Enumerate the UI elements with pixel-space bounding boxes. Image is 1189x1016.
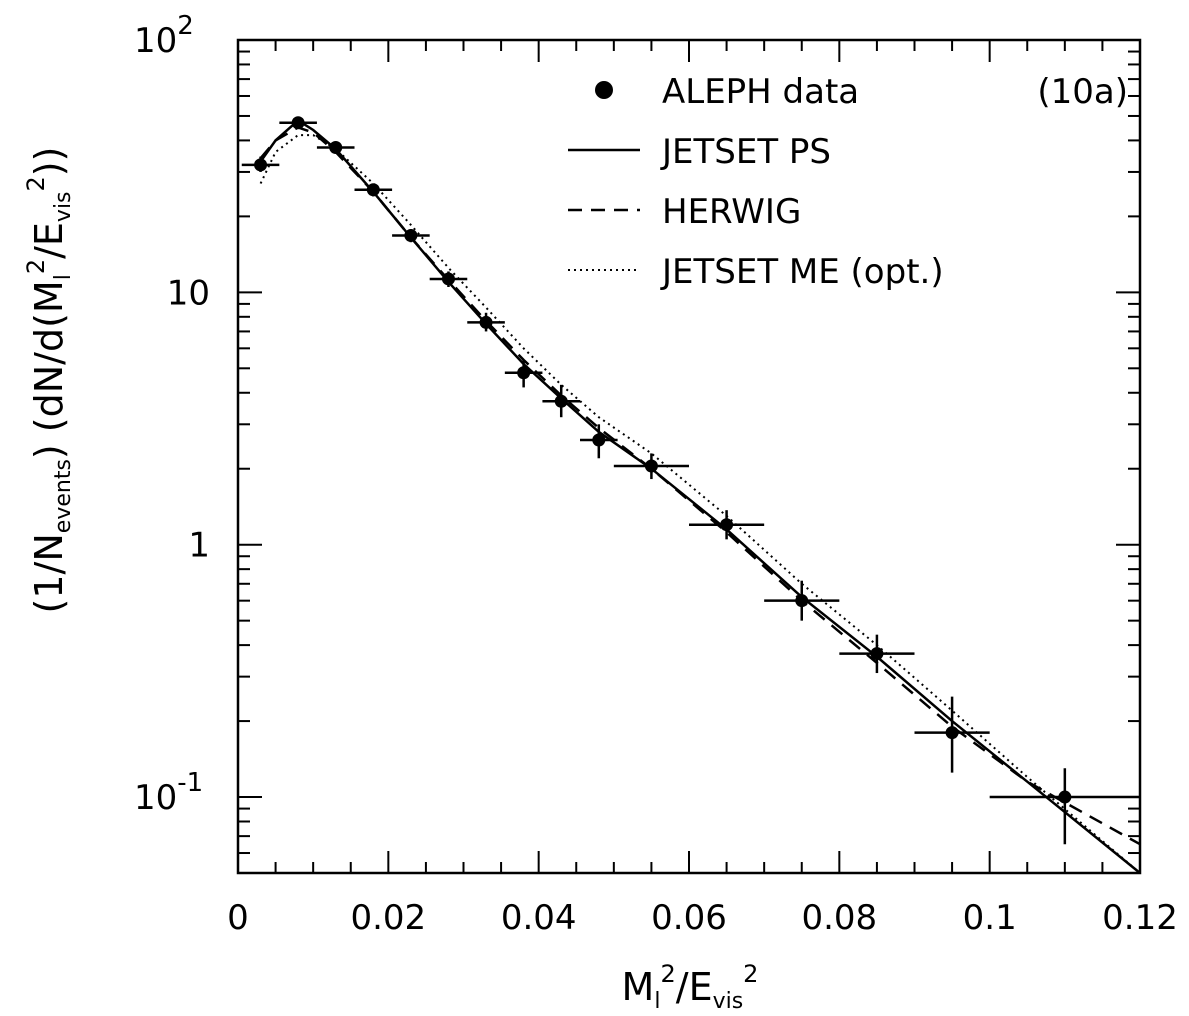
- data-marker: [441, 272, 455, 286]
- data-marker: [517, 366, 531, 380]
- data-marker: [720, 518, 734, 532]
- y-tick-label: 102: [134, 11, 194, 61]
- legend-label: JETSET PS: [660, 132, 831, 172]
- data-marker: [870, 647, 884, 661]
- x-tick-label: 0.1: [963, 898, 1017, 938]
- x-tick-label: 0: [227, 898, 249, 938]
- legend-entry: HERWIG: [568, 192, 801, 232]
- axis-ticks: [237, 39, 1141, 874]
- data-marker: [1058, 790, 1072, 804]
- data-marker: [795, 594, 809, 608]
- x-tick-label: 0.08: [801, 898, 877, 938]
- data-marker: [945, 726, 959, 740]
- data-point: [764, 580, 840, 621]
- data-point: [689, 510, 765, 540]
- data-marker: [554, 394, 568, 408]
- tick-labels: 0 0.02 0.04 0.06 0.08 0.1 0.12 102 10 1 10-1: [134, 11, 1178, 938]
- data-point: [429, 271, 468, 287]
- data-marker: [592, 433, 606, 447]
- data-point: [467, 312, 505, 332]
- data-marker: [366, 183, 380, 197]
- data-point: [354, 183, 393, 197]
- data-point: [989, 768, 1140, 845]
- legend-entry: JETSET ME (opt.): [568, 252, 944, 292]
- data-point: [316, 140, 355, 154]
- curve-jetset-me-opt: [259, 134, 1141, 874]
- y-axis-label: (1/Nevents) (dN/d(Ml2/Evis2)): [22, 147, 76, 614]
- data-marker: [329, 140, 343, 154]
- data-point: [392, 228, 430, 243]
- y-tick-label: 1: [188, 526, 210, 566]
- legend-entry: ALEPH data: [595, 72, 859, 112]
- data-marker: [291, 116, 305, 130]
- legend-label: JETSET ME (opt.): [660, 252, 944, 292]
- data-marker: [644, 459, 658, 473]
- x-axis-label: Ml2/Evis2: [622, 960, 759, 1014]
- data-point: [914, 696, 990, 773]
- data-point: [504, 359, 543, 388]
- x-tick-label: 0.02: [350, 898, 426, 938]
- legend-label: ALEPH data: [662, 72, 859, 112]
- data-point: [542, 384, 581, 418]
- legend-marker: [595, 81, 613, 99]
- data-point: [241, 156, 280, 172]
- data-point: [580, 424, 618, 459]
- y-tick-label: 10: [167, 273, 210, 313]
- panel-label: (10a): [1037, 72, 1128, 112]
- data-points: [241, 116, 1140, 845]
- y-tick-label: 10-1: [134, 768, 203, 818]
- data-point: [839, 634, 915, 674]
- legend-label: HERWIG: [662, 192, 801, 232]
- x-tick-label: 0.04: [501, 898, 577, 938]
- legend-entry: JETSET PS: [568, 132, 831, 172]
- model-curves: [259, 118, 1141, 874]
- data-marker: [254, 158, 268, 172]
- data-point: [279, 116, 317, 130]
- data-marker: [479, 315, 493, 329]
- x-tick-label: 0.12: [1102, 898, 1178, 938]
- x-tick-label: 0.06: [651, 898, 727, 938]
- data-marker: [404, 228, 418, 242]
- data-point: [613, 453, 689, 480]
- legend: ALEPH data JETSET PS HERWIG JETSET ME (opt.…: [568, 72, 944, 292]
